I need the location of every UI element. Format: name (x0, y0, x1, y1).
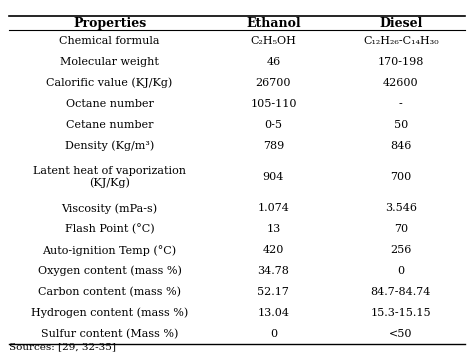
Text: 26700: 26700 (255, 78, 291, 88)
Text: Cetane number: Cetane number (66, 120, 153, 130)
Text: C₁₂H₂₆-C₁₄H₃₀: C₁₂H₂₆-C₁₄H₃₀ (363, 36, 438, 46)
Text: 15.3-15.15: 15.3-15.15 (371, 308, 431, 318)
Text: 50: 50 (394, 120, 408, 130)
Text: 789: 789 (263, 141, 284, 151)
Text: 70: 70 (394, 224, 408, 234)
Text: Oxygen content (mass %): Oxygen content (mass %) (37, 266, 182, 276)
Text: 34.78: 34.78 (257, 266, 289, 276)
Text: Density (Kg/m³): Density (Kg/m³) (65, 140, 154, 151)
Text: Hydrogen content (mass %): Hydrogen content (mass %) (31, 308, 188, 318)
Text: Flash Point (°C): Flash Point (°C) (65, 224, 155, 234)
Text: 904: 904 (263, 172, 284, 182)
Text: <50: <50 (389, 329, 412, 339)
Text: 105-110: 105-110 (250, 99, 297, 109)
Text: Octane number: Octane number (66, 99, 154, 109)
Text: 170-198: 170-198 (378, 57, 424, 67)
Text: Carbon content (mass %): Carbon content (mass %) (38, 287, 181, 297)
Text: 700: 700 (390, 172, 411, 182)
Text: Diesel: Diesel (379, 17, 422, 30)
Text: Calorific value (KJ/Kg): Calorific value (KJ/Kg) (46, 77, 173, 88)
Text: 1.074: 1.074 (257, 203, 289, 213)
Text: Viscosity (mPa-s): Viscosity (mPa-s) (62, 203, 158, 214)
Text: 420: 420 (263, 245, 284, 255)
Text: 42600: 42600 (383, 78, 419, 88)
Text: Sulfur content (Mass %): Sulfur content (Mass %) (41, 329, 178, 339)
Text: Ethanol: Ethanol (246, 17, 301, 30)
Text: 3.546: 3.546 (385, 203, 417, 213)
Text: C₂H₅OH: C₂H₅OH (250, 36, 296, 46)
Text: Latent heat of vaporization
(KJ/Kg): Latent heat of vaporization (KJ/Kg) (33, 166, 186, 188)
Text: Auto-ignition Temp (°C): Auto-ignition Temp (°C) (43, 245, 177, 256)
Text: Molecular weight: Molecular weight (60, 57, 159, 67)
Text: 0-5: 0-5 (264, 120, 283, 130)
Text: -: - (399, 99, 403, 109)
Text: 13: 13 (266, 224, 281, 234)
Text: 256: 256 (390, 245, 411, 255)
Text: 846: 846 (390, 141, 411, 151)
Text: 84.7-84.74: 84.7-84.74 (371, 287, 431, 297)
Text: 13.04: 13.04 (257, 308, 290, 318)
Text: 52.17: 52.17 (257, 287, 289, 297)
Text: 0: 0 (270, 329, 277, 339)
Text: Chemical formula: Chemical formula (59, 36, 160, 46)
Text: 46: 46 (266, 57, 281, 67)
Text: 0: 0 (397, 266, 404, 276)
Text: Sources: [29, 32-35]: Sources: [29, 32-35] (9, 343, 117, 352)
Text: Properties: Properties (73, 17, 146, 30)
